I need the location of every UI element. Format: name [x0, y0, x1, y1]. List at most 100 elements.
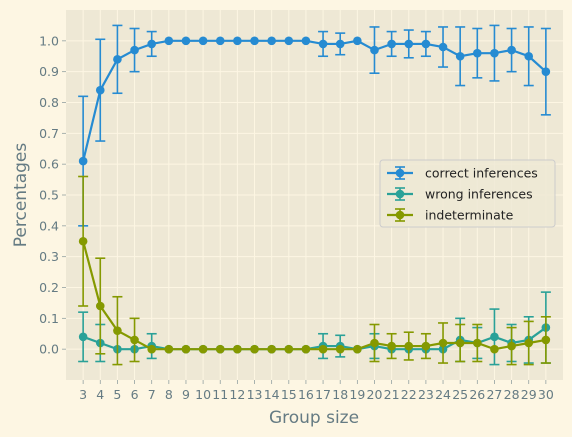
data-point — [524, 338, 534, 348]
y-tick-label: 0.3 — [39, 249, 59, 264]
data-point — [147, 344, 156, 354]
data-point — [490, 332, 499, 342]
y-axis-label: Percentages — [11, 143, 31, 248]
x-tick-label: 10 — [195, 387, 211, 402]
x-tick-label: 27 — [486, 387, 502, 402]
data-point — [181, 344, 191, 354]
series-layer — [78, 24, 551, 366]
data-point — [438, 42, 448, 52]
data-point — [387, 341, 396, 351]
data-point — [198, 36, 208, 46]
data-point — [301, 344, 311, 354]
data-point — [233, 344, 242, 354]
x-tick-label: 20 — [367, 387, 383, 402]
x-tick-label: 8 — [165, 387, 173, 402]
data-point — [387, 39, 396, 49]
data-point — [490, 48, 499, 58]
series-line — [82, 326, 547, 351]
data-point — [78, 332, 88, 342]
legend-marker — [395, 210, 405, 220]
data-point — [130, 335, 139, 345]
series-indeterminate — [78, 175, 551, 366]
data-point — [473, 48, 482, 58]
data-point — [78, 236, 88, 246]
x-axis-ticks: 3 4 5 6 7 8 9 10 11 12 13 14 15 16 17 18 19 20 21 22 23 24 25 2… — [79, 380, 554, 402]
data-point — [95, 301, 105, 311]
x-tick-label: 13 — [247, 387, 263, 402]
x-tick-label: 11 — [212, 387, 228, 402]
data-point — [421, 341, 431, 351]
x-tick-label: 16 — [298, 387, 314, 402]
data-point — [267, 344, 276, 354]
x-tick-label: 28 — [504, 387, 520, 402]
data-point — [318, 344, 328, 354]
data-point — [507, 45, 516, 55]
data-point — [95, 85, 105, 95]
x-tick-label: 19 — [349, 387, 365, 402]
y-tick-label: 0.2 — [39, 280, 59, 295]
data-point — [473, 338, 482, 348]
x-tick-label: 5 — [113, 387, 121, 402]
y-tick-label: 0.1 — [39, 311, 59, 326]
data-point — [181, 36, 191, 46]
legend: correct inferences wrong inferences indete… — [379, 159, 556, 228]
data-point — [164, 36, 174, 46]
y-tick-label: 0.7 — [39, 126, 59, 141]
data-point — [284, 36, 294, 46]
data-point — [250, 36, 259, 46]
data-point — [353, 344, 362, 354]
data-point — [370, 338, 379, 348]
x-tick-label: 21 — [384, 387, 400, 402]
legend-label: correct inferences — [425, 166, 538, 181]
x-tick-label: 23 — [418, 387, 434, 402]
data-point — [507, 341, 516, 351]
series-line — [82, 240, 547, 351]
data-point — [215, 36, 225, 46]
legend-label: wrong inferences — [425, 187, 533, 202]
data-point — [438, 338, 448, 348]
data-point — [524, 51, 534, 61]
data-point — [404, 341, 414, 351]
x-axis-label: Group size — [269, 408, 359, 428]
x-tick-label: 4 — [96, 387, 104, 402]
y-tick-label: 0.6 — [39, 157, 59, 172]
data-point — [541, 335, 551, 345]
x-tick-label: 18 — [332, 387, 348, 402]
data-point — [455, 51, 465, 61]
x-tick-label: 29 — [521, 387, 537, 402]
data-point — [335, 39, 345, 49]
data-point — [541, 67, 551, 76]
x-tick-label: 25 — [452, 387, 468, 402]
legend-label: indeterminate — [425, 208, 514, 223]
x-tick-label: 22 — [401, 387, 417, 402]
data-point — [301, 36, 311, 46]
series-line — [82, 39, 547, 162]
x-tick-label: 15 — [281, 387, 297, 402]
y-tick-label: 0.4 — [39, 218, 59, 233]
data-point — [455, 338, 465, 348]
y-tick-label: 0.9 — [39, 64, 59, 79]
data-point — [113, 55, 122, 64]
x-tick-label: 26 — [469, 387, 485, 402]
data-point — [284, 344, 294, 354]
x-tick-label: 30 — [538, 387, 554, 402]
series-correct-inferences — [78, 24, 551, 227]
data-point — [164, 344, 174, 354]
data-point — [147, 39, 156, 49]
legend-marker — [395, 168, 405, 178]
data-point — [198, 344, 208, 354]
data-point — [78, 156, 88, 166]
data-point — [490, 344, 499, 354]
x-tick-label: 7 — [148, 387, 156, 402]
data-point — [130, 45, 139, 55]
data-point — [335, 344, 345, 354]
data-point — [421, 39, 431, 49]
data-point — [215, 344, 225, 354]
data-point — [233, 36, 242, 46]
data-point — [250, 344, 259, 354]
x-tick-label: 3 — [79, 387, 87, 402]
data-point — [353, 36, 362, 46]
y-tick-label: 0.5 — [39, 188, 59, 203]
x-tick-label: 6 — [131, 387, 139, 402]
